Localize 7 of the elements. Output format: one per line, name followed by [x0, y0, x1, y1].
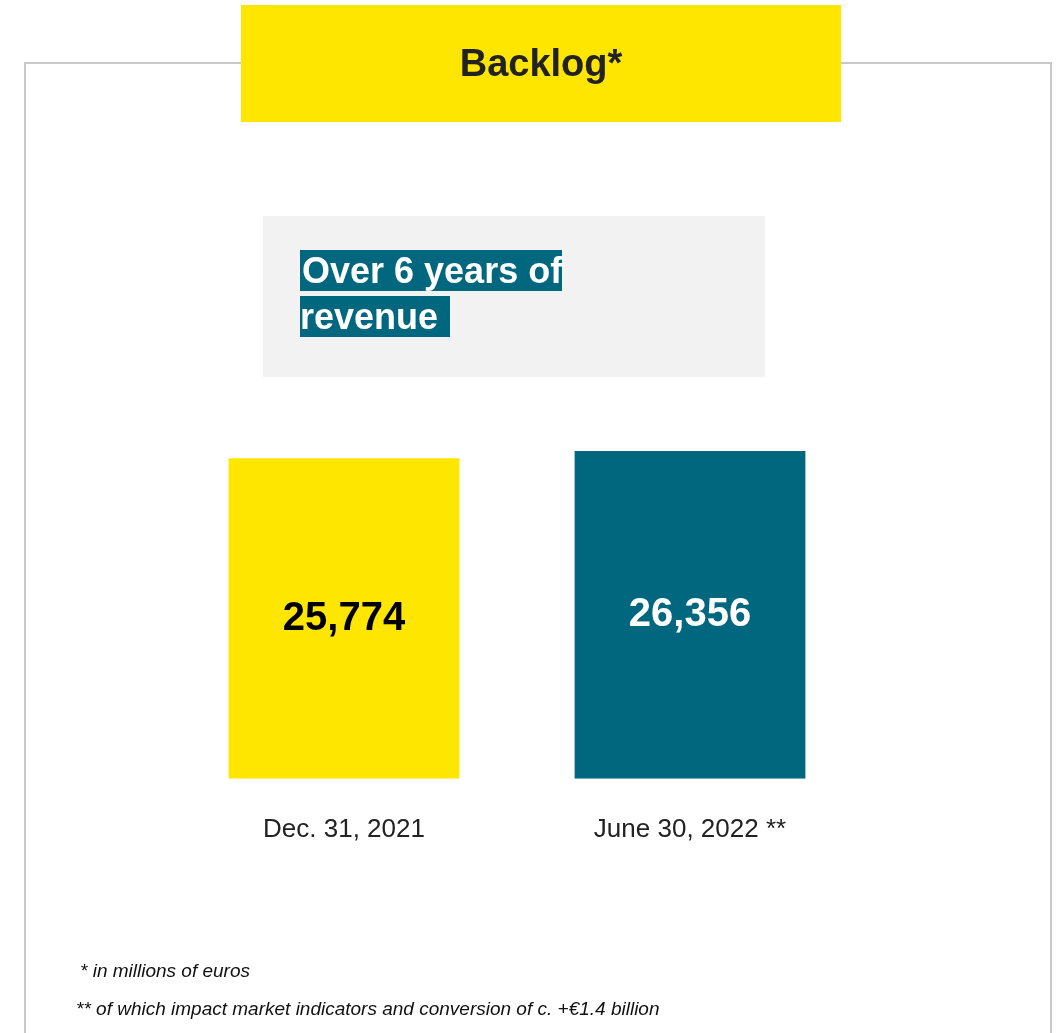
- data-label: 25,774: [282, 593, 406, 638]
- text: * in millions of euros: [80, 960, 251, 982]
- x-tick-label: Dec. 31, 2021: [263, 812, 425, 843]
- data-label: 26,356: [628, 589, 752, 634]
- text: ** of which impact market indicators and conversion of c. +€1.4 billion: [76, 998, 660, 1020]
- chart-title: Backlog*: [241, 5, 841, 122]
- x-tick-label: June 30, 2022 **: [593, 812, 787, 843]
